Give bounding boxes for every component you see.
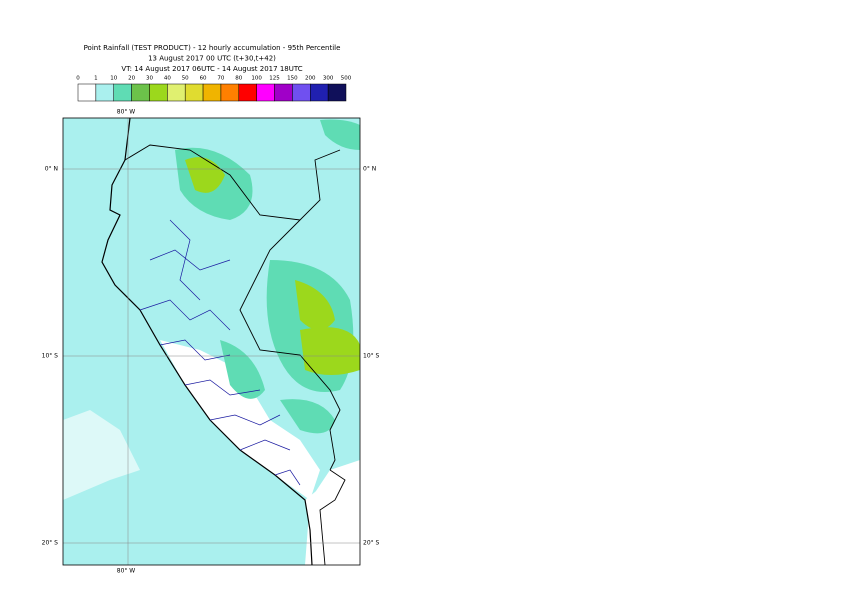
lon-label: 80° W	[117, 568, 136, 575]
header: Point Rainfall (TEST PRODUCT) - 12 hourl…	[84, 44, 341, 73]
legend-swatch	[256, 83, 275, 102]
legend-swatch	[77, 83, 97, 102]
legend-label: 80	[235, 76, 242, 82]
legend-swatch	[310, 83, 329, 102]
regions	[139, 219, 301, 486]
map-labels: 80° W 80° W 0° N 0° N 10° S 10° S 20° S 20° S	[42, 109, 380, 575]
lat-label: 20° S	[42, 540, 59, 547]
legend-swatch	[238, 83, 257, 102]
legend-swatch	[167, 83, 186, 102]
lat-label: 0° N	[363, 166, 376, 173]
legend-label: 300	[323, 76, 334, 82]
legend-swatch	[202, 83, 222, 102]
border	[319, 469, 346, 565]
legend-label: 40	[164, 76, 171, 82]
rain-heavy	[295, 280, 335, 330]
legend-swatch	[95, 83, 114, 102]
legend-label: 20	[128, 76, 135, 82]
rain-heavy	[300, 327, 360, 375]
legend-swatch	[131, 83, 150, 102]
lat-label: 0° N	[45, 166, 58, 173]
legend-label: 200	[305, 76, 316, 82]
header-line: VT: 14 August 2017 06UTC - 14 August 201…	[121, 65, 302, 73]
legend-swatch	[292, 83, 311, 102]
border	[124, 144, 341, 471]
rain-moderate	[320, 119, 360, 150]
map-frame	[62, 117, 361, 566]
legend-label: 10	[110, 76, 117, 82]
legend-swatch	[149, 83, 168, 102]
header-line: 13 August 2017 00 UTC (t+30,t+42)	[148, 55, 276, 63]
legend-label: 125	[269, 76, 280, 82]
legend-swatch	[113, 83, 132, 102]
dry-land	[160, 340, 320, 500]
rain-moderate	[220, 340, 265, 399]
lat-label: 10° S	[42, 353, 59, 360]
legend-label: 150	[287, 76, 298, 82]
legend-swatch	[274, 83, 293, 102]
legend: 0 1 10 20 30 40 50 60 70 80 100 125 150 200 300 500	[76, 76, 352, 102]
legend-label: 30	[146, 76, 153, 82]
legend-swatch	[327, 83, 347, 102]
legend-label: 500	[341, 76, 352, 82]
lon-label: 80° W	[117, 109, 136, 116]
legend-label: 0	[76, 76, 80, 82]
legend-label: 100	[251, 76, 262, 82]
dry-land	[305, 470, 360, 565]
legend-swatch	[184, 83, 204, 102]
ocean-clear	[63, 410, 140, 500]
legend-label: 70	[217, 76, 224, 82]
legend-label: 1	[94, 76, 98, 82]
legend-label: 50	[182, 76, 189, 82]
legend-swatch	[220, 83, 240, 102]
header-line: Point Rainfall (TEST PRODUCT) - 12 hourl…	[84, 44, 341, 52]
lat-label: 10° S	[363, 353, 380, 360]
rain-moderate	[280, 399, 335, 434]
legend-label: 60	[200, 76, 207, 82]
map	[63, 118, 360, 565]
lat-label: 20° S	[363, 540, 380, 547]
